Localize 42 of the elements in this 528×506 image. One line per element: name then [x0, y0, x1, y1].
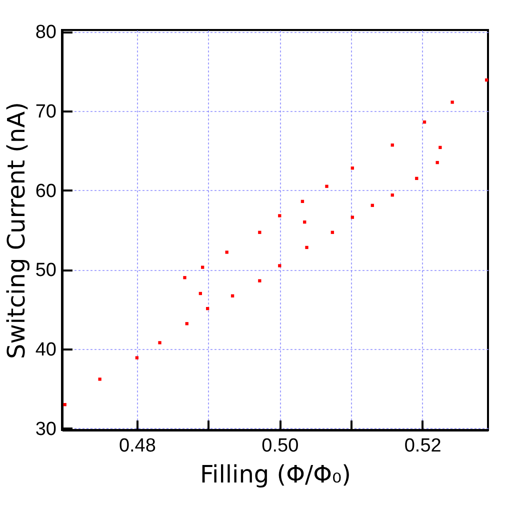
point [63, 403, 66, 406]
point [258, 230, 262, 234]
point [370, 204, 374, 207]
y-tick-label: 80 [35, 22, 56, 44]
point [390, 194, 394, 197]
point [183, 276, 186, 280]
y-tick-label: 30 [35, 418, 56, 440]
point [185, 322, 188, 326]
point [330, 230, 334, 234]
y-axis-title: Switcing Current (nA) [2, 102, 30, 360]
point [415, 176, 418, 180]
point [450, 100, 454, 104]
point [350, 166, 354, 170]
x-tick-label: 0.52 [404, 436, 442, 456]
point [484, 78, 488, 82]
point [200, 266, 204, 269]
x-tick-label: 0.50 [262, 436, 299, 456]
point [303, 220, 306, 224]
point [436, 160, 439, 164]
point [158, 341, 162, 344]
point [438, 146, 442, 150]
point [98, 378, 102, 381]
point [350, 216, 354, 219]
point [300, 200, 304, 204]
point [305, 246, 308, 250]
y-tick-label: 40 [35, 340, 56, 361]
point [422, 120, 426, 124]
x-axis-title: Filling (Φ/Φ₀) [200, 460, 352, 488]
y-tick-label: 60 [35, 180, 56, 202]
y-tick-label: 70 [35, 101, 56, 122]
point [198, 292, 202, 296]
point [258, 279, 262, 282]
point [206, 306, 210, 310]
point [230, 294, 234, 298]
point [390, 144, 394, 147]
x-tick-label: 0.48 [118, 436, 156, 456]
point [278, 214, 282, 218]
point [278, 264, 282, 268]
point [135, 356, 139, 360]
point [225, 250, 228, 254]
y-tick-label: 50 [35, 260, 56, 282]
point [325, 184, 328, 188]
